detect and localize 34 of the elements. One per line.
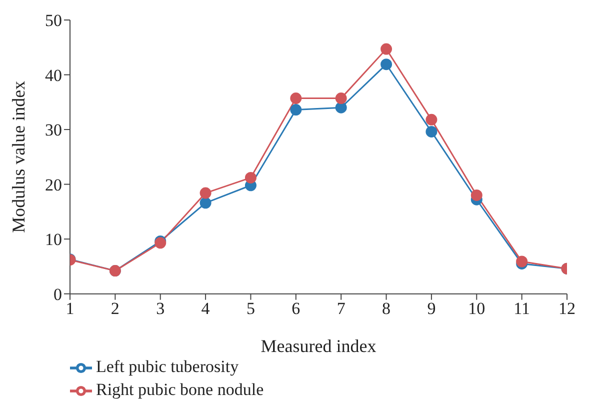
point (290, 104, 302, 116)
x-tick-label: 6 (292, 298, 300, 318)
x-tick-label: 11 (514, 298, 530, 318)
point (200, 197, 212, 209)
point (244, 172, 256, 184)
point (426, 126, 438, 138)
point (290, 92, 302, 104)
x-tick-label: 5 (246, 298, 255, 318)
x-tick-label: 7 (336, 298, 346, 318)
x-tick-label: 12 (558, 298, 576, 318)
point (380, 58, 392, 70)
y-axis-title: Modulus value index (8, 80, 28, 233)
y-tick-label: 10 (45, 230, 62, 250)
point (335, 92, 347, 104)
x-tick-label: 10 (468, 298, 486, 318)
x-tick-label: 2 (110, 298, 120, 318)
point (426, 114, 438, 126)
x-tick-label: 9 (427, 298, 436, 318)
y-tick-label: 0 (54, 284, 62, 304)
y-tick-label: 40 (45, 66, 62, 85)
y-tick-label: 30 (45, 120, 62, 140)
point (470, 189, 482, 201)
x-tick-label: 4 (201, 298, 210, 318)
x-axis-title: Measured index (260, 336, 376, 356)
legend-label: Right pubic bone nodule (96, 380, 264, 399)
x-tick-label: 8 (382, 298, 391, 318)
point (380, 43, 392, 55)
point (200, 187, 212, 199)
legend-label: Left pubic tuberosity (96, 356, 239, 376)
y-tick-label: 20 (45, 175, 62, 194)
point (335, 102, 347, 114)
y-tick-label: 50 (45, 11, 62, 30)
x-tick-label: 1 (66, 298, 74, 318)
x-tick-label: 3 (156, 298, 165, 318)
